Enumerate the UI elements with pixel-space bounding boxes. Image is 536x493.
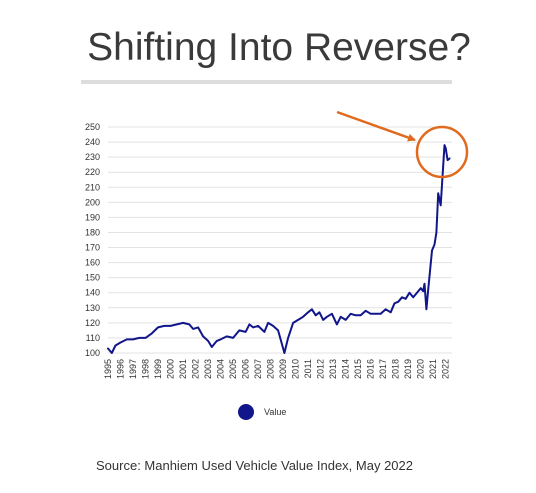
x-tick-label: 2012	[316, 359, 326, 379]
x-tick-label: 2003	[203, 359, 213, 379]
x-tick-label: 2011	[303, 359, 313, 378]
y-tick-label: 160	[85, 258, 100, 268]
x-tick-label: 2018	[391, 359, 401, 379]
annotation-circle	[415, 125, 469, 179]
x-tick-label: 2017	[378, 359, 388, 379]
x-tick-label: 2004	[216, 359, 226, 379]
annotation-arrow	[336, 110, 416, 142]
y-tick-label: 120	[85, 318, 100, 328]
series-line-value	[107, 144, 451, 354]
y-tick-label: 200	[85, 197, 100, 207]
y-tick-label: 250	[85, 122, 100, 132]
x-tick-label: 2013	[328, 359, 338, 379]
legend: Value	[238, 402, 286, 422]
x-tick-label: 2006	[241, 359, 251, 379]
x-tick-label: 2009	[278, 359, 288, 379]
y-tick-label: 240	[85, 137, 100, 147]
y-tick-label: 190	[85, 212, 100, 222]
y-tick-label: 230	[85, 152, 100, 162]
legend-label-value: Value	[264, 407, 287, 417]
x-tick-label: 2000	[166, 359, 176, 379]
x-tick-label: 1996	[116, 359, 126, 379]
chart-title: Shifting Into Reverse?	[87, 26, 471, 69]
x-tick-label: 1999	[153, 359, 163, 379]
x-tick-label: 2020	[416, 359, 426, 379]
x-tick-label: 2002	[191, 359, 201, 379]
y-tick-label: 110	[86, 333, 100, 343]
x-tick-label: 2014	[341, 359, 351, 379]
x-tick-label: 1998	[141, 359, 151, 379]
y-tick-label: 130	[85, 303, 100, 313]
y-tick-label: 100	[85, 348, 100, 358]
x-tick-label: 1997	[128, 359, 138, 379]
x-tick-label: 2019	[403, 359, 413, 379]
title-divider	[81, 80, 452, 84]
legend-marker-value	[238, 404, 254, 420]
y-tick-label: 150	[85, 273, 100, 283]
y-tick-label: 220	[85, 167, 100, 177]
x-tick-label: 2022	[441, 359, 451, 379]
x-tick-label: 2021	[428, 359, 438, 379]
x-tick-label: 2007	[253, 359, 263, 379]
y-tick-label: 210	[85, 182, 100, 192]
x-tick-label: 2008	[266, 359, 276, 379]
y-axis-ticks: 100 110 120 130 140 150 160 170 180 190 200 210 220 2…	[85, 122, 100, 358]
x-axis-ticks: 1995 1996 1997 1998 1999 2000 2001 2002 2003 2004…	[103, 359, 451, 379]
x-tick-label: 1995	[103, 359, 113, 379]
y-tick-label: 180	[85, 227, 100, 237]
x-tick-label: 2005	[228, 359, 238, 379]
gridlines	[108, 126, 452, 354]
source-note: Source: Manhiem Used Vehicle Value Index…	[96, 458, 413, 473]
x-tick-label: 2016	[366, 359, 376, 379]
y-tick-label: 170	[85, 243, 100, 253]
x-tick-label: 2001	[178, 359, 188, 379]
x-tick-label: 2010	[291, 359, 301, 379]
y-tick-label: 140	[85, 288, 100, 298]
x-tick-label: 2015	[353, 359, 363, 379]
